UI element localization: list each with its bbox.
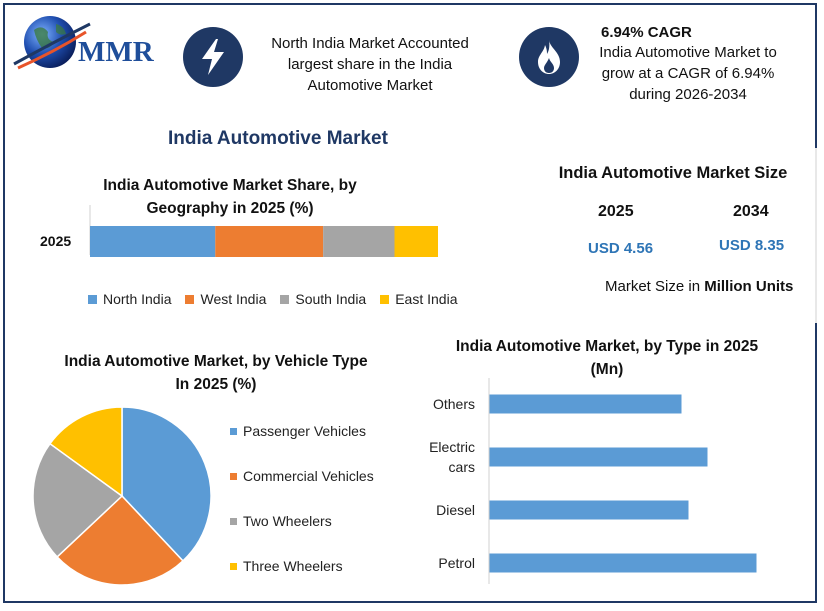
- legend-item: Three Wheelers: [230, 558, 343, 574]
- legend-label: Commercial Vehicles: [243, 468, 374, 484]
- type-bar-chart: Others Electric cars Diesel Petrol: [429, 378, 757, 584]
- banner-2-line: India Automotive Market to: [599, 44, 777, 61]
- banner-1-line: largest share in the India: [287, 56, 453, 73]
- legend-label: East India: [395, 291, 458, 307]
- legend-item: East India: [380, 291, 457, 307]
- divider: [815, 148, 817, 323]
- flame-icon: [538, 40, 560, 74]
- pie-slice: [56, 494, 184, 586]
- legend-label: Two Wheelers: [243, 513, 332, 529]
- legend-item: West India: [185, 291, 266, 307]
- market-size-panel: India Automotive Market Size 2025 2034 U…: [540, 160, 810, 310]
- legend-swatch: [380, 294, 390, 304]
- legend-swatch: [185, 294, 195, 304]
- type-bar: [489, 500, 689, 520]
- type-bar: [489, 394, 682, 414]
- flame-badge: [519, 27, 579, 87]
- legend-label: Passenger Vehicles: [243, 423, 366, 439]
- legend-item: Commercial Vehicles: [230, 468, 374, 484]
- type-category-label: Electric: [429, 439, 475, 455]
- geography-chart-title: India Automotive Market Share, by Geogra…: [103, 177, 357, 217]
- legend-label: Three Wheelers: [243, 558, 343, 574]
- market-size-unit: Million Units: [704, 278, 794, 295]
- lightning-badge: [183, 27, 243, 87]
- vehicle-type-pie: [32, 406, 212, 586]
- geography-category-label: 2025: [40, 233, 71, 249]
- logo-text: MMR: [78, 36, 154, 68]
- logo: MMR: [12, 12, 172, 76]
- legend-label: West India: [200, 291, 267, 307]
- legend-item: North India: [88, 291, 171, 307]
- size-year-2025: 2025: [598, 203, 634, 220]
- legend-item: South India: [280, 291, 366, 307]
- size-value-2034: USD 8.35: [719, 237, 785, 254]
- banner-1-line: Automotive Market: [307, 77, 433, 94]
- banner-1-line: North India Market Accounted: [271, 35, 469, 52]
- market-size-note: Market Size in Million Units: [605, 278, 793, 295]
- geography-segment: [323, 226, 395, 257]
- cagr-title: 6.94% CAGR: [601, 24, 692, 41]
- size-value-2025: USD 4.56: [588, 240, 654, 257]
- legend-swatch: [88, 294, 97, 304]
- geography-segment: [394, 226, 438, 257]
- globe-icon: [13, 16, 91, 70]
- banner-1-text: North India Market Accounted largest sha…: [250, 33, 490, 96]
- pie-slice: [121, 406, 212, 562]
- type-bar: [489, 447, 708, 467]
- type-category-label: Petrol: [438, 555, 475, 571]
- size-year-2034: 2034: [733, 203, 769, 220]
- geography-chart: 2025: [40, 205, 438, 257]
- page-title: India Automotive Market: [168, 128, 388, 149]
- type-chart-title: India Automotive Market, by Type in 2025…: [455, 338, 759, 378]
- legend-item: Passenger Vehicles: [230, 423, 366, 439]
- type-bar: [489, 553, 757, 573]
- legend-swatch: [230, 562, 237, 570]
- legend-label: North India: [103, 291, 172, 307]
- vehicle-type-chart-title: India Automotive Market, by Vehicle Type…: [64, 353, 368, 393]
- pie-slice: [48, 406, 123, 498]
- lightning-icon: [202, 39, 224, 75]
- geography-legend: North India West India South India East Ind…: [88, 291, 457, 307]
- banner-2-line: during 2026-2034: [629, 86, 747, 103]
- legend-swatch: [230, 472, 237, 480]
- geography-segment: [215, 226, 324, 257]
- pie-slice: [32, 442, 124, 558]
- banner-2-line: grow at a CAGR of 6.94%: [601, 65, 775, 82]
- legend-swatch: [230, 427, 237, 435]
- banner-2-text: India Automotive Market to grow at a CAG…: [588, 42, 788, 105]
- market-size-note-prefix: Market Size in: [605, 278, 705, 295]
- legend-item: Two Wheelers: [230, 513, 332, 529]
- legend-label: South India: [295, 291, 367, 307]
- market-size-title: India Automotive Market Size: [558, 164, 788, 182]
- legend-swatch: [230, 517, 237, 525]
- geography-segment: [90, 226, 216, 257]
- legend-swatch: [280, 294, 290, 304]
- type-category-label: cars: [449, 459, 475, 475]
- type-category-label: Diesel: [436, 502, 475, 518]
- type-category-label: Others: [433, 396, 475, 412]
